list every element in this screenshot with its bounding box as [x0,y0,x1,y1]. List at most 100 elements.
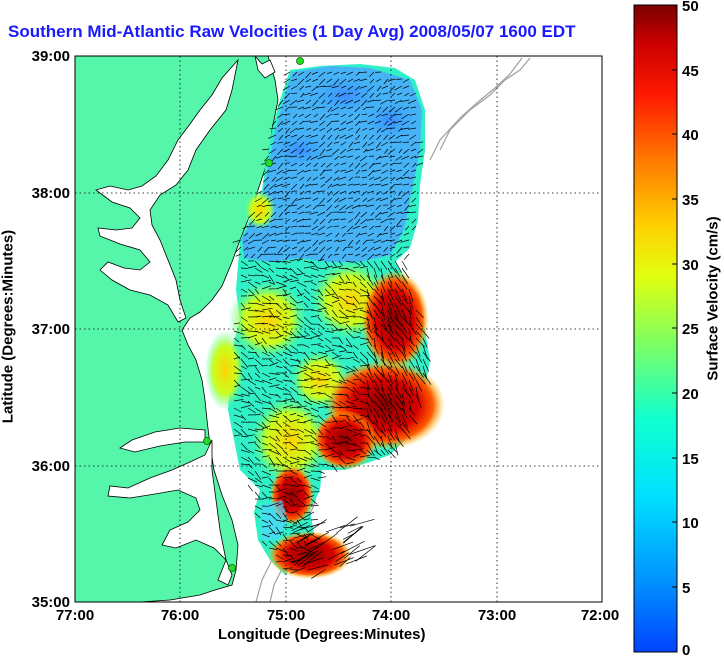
velocity-arrow [310,498,318,505]
velocity-arrow [376,127,382,133]
velocity-arrow [290,176,298,179]
velocity-arrow [338,435,347,439]
velocity-arrow [345,442,356,446]
velocity-arrow [247,334,258,339]
velocity-arrow [247,456,255,466]
velocity-arrow [298,225,305,227]
velocity-arrow [328,218,333,224]
velocity-arrow [380,218,389,224]
velocity-arrow [324,323,333,326]
velocity-arrow [292,218,298,222]
velocity-arrow [233,351,241,360]
velocity-arrow [303,288,311,295]
velocity-arrow [334,99,340,107]
velocity-arrow [402,78,410,83]
velocity-arrow [366,344,376,357]
velocity-arrow [391,92,396,97]
velocity-arrow [274,190,284,194]
plot-title: Southern Mid-Atlantic Raw Velocities (1 … [8,22,576,41]
velocity-arrow [338,372,346,382]
velocity-arrow [348,141,354,148]
velocity-arrow [310,371,320,374]
velocity-arrow [380,281,386,293]
velocity-arrow [275,503,283,507]
velocity-arrow [389,169,396,173]
velocity-arrow [373,407,380,418]
velocity-arrow [289,372,299,374]
velocity-arrow [317,295,324,301]
velocity-arrow [318,246,326,254]
velocity-arrow [268,183,277,190]
velocity-arrow [334,155,340,160]
velocity-arrow [303,323,314,331]
velocity-arrow [320,183,326,188]
plot-border [74,55,603,603]
velocity-arrow [305,78,312,83]
velocity-arrow [394,379,399,392]
velocity-arrow [346,148,354,152]
velocity-arrow [373,344,379,355]
y-tick-label: 37:00 [32,321,70,338]
velocity-arrow [319,113,326,121]
velocity-arrow [366,309,374,320]
velocity-arrow [247,274,256,277]
velocity-arrow [396,253,403,258]
velocity-arrow [338,456,346,464]
velocity-arrow [317,323,325,329]
velocity-arrow [387,302,393,315]
velocity-arrow [276,169,284,175]
velocity-arrow [317,279,328,283]
velocity-arrow [408,386,414,396]
velocity-arrow [275,526,282,536]
velocity-arrow [310,442,320,446]
velocity-arrow [369,92,375,99]
velocity-arrow [289,169,298,172]
velocity-arrow [310,400,321,405]
velocity-arrow [296,484,306,486]
velocity-arrow [275,519,286,523]
velocity-arrow [394,365,400,375]
velocity-arrow [275,260,286,263]
velocity-arrow [291,253,298,256]
velocity-arrow [387,330,396,341]
velocity-arrow [271,176,277,182]
velocity-arrow [387,386,393,396]
velocity-arrow [346,225,354,233]
velocity-arrow [296,477,302,483]
velocity-arrow [256,225,263,229]
velocity-arrow [240,307,252,311]
velocity-arrow [312,204,319,210]
velocity-arrow [319,127,326,132]
velocity-arrow [254,281,261,285]
velocity-arrow [240,351,248,358]
velocity-arrow [380,414,387,424]
velocity-arrow [268,281,275,285]
velocity-arrow [247,302,256,304]
velocity-arrow [261,337,267,345]
velocity-arrow [256,218,263,221]
colorbar-tick-label: 25 [682,321,699,338]
velocity-arrow [338,337,343,344]
velocity-arrow [394,435,404,447]
velocity-arrow [346,555,367,565]
velocity-arrow [317,274,326,278]
velocity-arrow [345,428,357,434]
velocity-arrow [387,449,396,459]
velocity-arrow [327,190,333,196]
velocity-arrow [299,162,305,167]
velocity-arrow [269,246,277,249]
velocity-arrow [291,552,315,564]
velocity-arrow [341,225,347,229]
velocity-arrow [275,176,284,182]
velocity-arrow [334,162,340,167]
velocity-arrow [299,85,305,91]
velocity-arrow [269,148,277,154]
velocity-arrow [303,495,315,500]
velocity-arrow [380,400,387,411]
velocity-arrow [340,113,347,118]
velocity-arrow [275,334,284,339]
velocity-arrow [366,260,374,269]
velocity-arrow [352,330,362,334]
velocity-arrow [269,218,277,223]
